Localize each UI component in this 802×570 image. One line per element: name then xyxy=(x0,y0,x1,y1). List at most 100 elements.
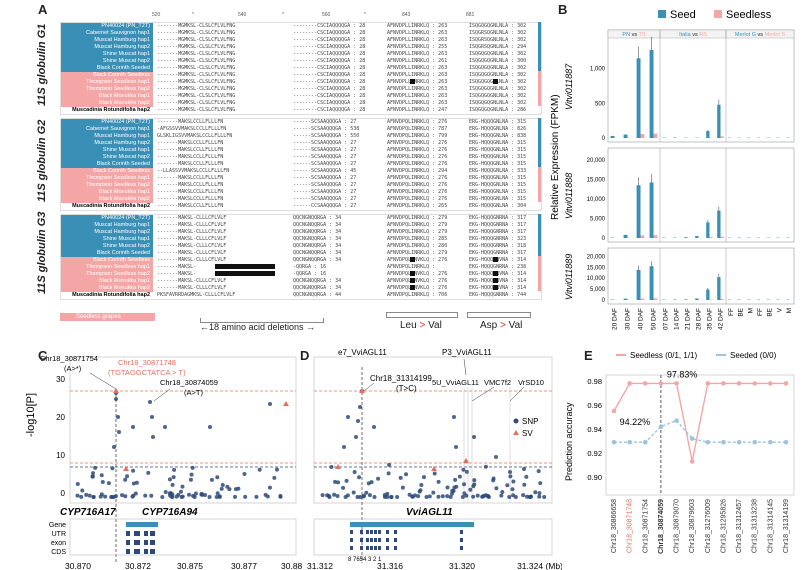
alignment-row: Black Corinth Seeded -------MGMKSL-CLSLCF… xyxy=(61,65,541,72)
y-tick: 0.92 xyxy=(587,449,602,458)
row-name: Black Monukka hap1 xyxy=(61,189,153,196)
snp-point xyxy=(400,485,405,490)
series-point xyxy=(642,439,648,445)
series-point xyxy=(689,459,695,464)
snp-point xyxy=(356,419,360,423)
track-frame xyxy=(69,518,297,556)
bar-seedless xyxy=(720,236,724,238)
snp-point xyxy=(361,494,366,499)
sequence-left: -------MGMKSL-CLSLCFLVLFNG xyxy=(157,72,236,78)
snp-point xyxy=(453,477,458,482)
exon-block xyxy=(386,546,389,550)
snp-point xyxy=(521,493,526,498)
snp-point xyxy=(329,464,334,469)
snp-point xyxy=(214,494,219,499)
snp-point xyxy=(346,415,350,419)
sequence-right2: ISQGRSQGNLNLA : 302 xyxy=(469,37,527,43)
sequence-left: -------MGMKSL-CLSLCFLVLFNG xyxy=(157,79,236,85)
legend-seed-label: Seed xyxy=(670,9,696,21)
facet-title-part: Italia xyxy=(679,32,692,38)
track-label: UTR xyxy=(52,531,66,538)
bar-seed xyxy=(623,234,628,238)
alignment-row: Muscat Hamburg hap1 GLSKLIGSVVMAKSLCCLLFL… xyxy=(61,133,541,140)
bar-seed xyxy=(684,237,688,238)
group-side-bar xyxy=(538,118,541,209)
track-frame xyxy=(313,518,553,556)
row-name: Muscat Hamburg hap2 xyxy=(61,229,153,236)
x-tick: Chr18_31312457 xyxy=(736,499,743,553)
sequence-left: -------MGMKSL-CLSLCFLVLFNG xyxy=(157,23,236,29)
gwas-plot-d: SNP SV e7_VviAGL11 P3_VviAGL11 Chr18_3131419… xyxy=(307,348,562,570)
alignment-row: PN40024 (PN_T2T) -------MAKSL-CLLLCFLVLF Q… xyxy=(61,215,541,222)
x-tick: 21 DAF xyxy=(685,308,692,330)
snp-point xyxy=(106,481,111,486)
x-tick: 30.880 xyxy=(281,561,302,570)
row-name: Black Monukka hap2 xyxy=(61,100,153,107)
exon-block xyxy=(378,538,381,542)
bar-seedless xyxy=(653,133,658,138)
snp-point xyxy=(464,469,469,474)
x-tick: 31.320 xyxy=(449,561,475,570)
snp-point xyxy=(99,492,104,497)
sv-point xyxy=(283,401,289,406)
sequence-mid: ------SCSAAQQQGA : 27 xyxy=(293,119,357,125)
snp-point xyxy=(193,491,198,496)
snp-point xyxy=(227,487,232,492)
snp-point xyxy=(209,477,214,482)
snp-point xyxy=(75,482,80,487)
bar-seed xyxy=(706,131,710,138)
snp-point xyxy=(199,491,204,496)
sequence-right1: AFNVDPQLINVKLQ : 276 xyxy=(387,285,448,291)
series-point xyxy=(752,381,758,386)
sequence-mid: QQCNGNQQRGA : 34 xyxy=(293,236,342,242)
exon-block xyxy=(126,549,130,554)
row-name: Muscadinia Rotundifolia hap2 xyxy=(61,203,153,210)
sequence-mid: ------SCSAAQQQGA : 538 xyxy=(293,126,360,132)
exon-block xyxy=(144,531,148,536)
group-title: 11S globulin G2 xyxy=(36,119,48,202)
annotation: Chr18_31314199 xyxy=(370,374,432,383)
facet-title-part: TS xyxy=(637,32,646,38)
exon-block xyxy=(126,531,130,536)
y-tick: 0 xyxy=(602,136,606,142)
snp-point xyxy=(203,493,208,498)
sequence-left: -------MAKSL-CLLLCFLVLF xyxy=(157,222,227,228)
snp-point xyxy=(419,483,424,488)
exon-block xyxy=(360,546,363,550)
snp-point xyxy=(278,493,283,498)
bar-seed xyxy=(636,58,641,139)
snp-point xyxy=(189,472,194,477)
snp-point xyxy=(366,481,371,486)
snp-point xyxy=(538,481,543,486)
snp-point xyxy=(421,475,426,480)
snp-point xyxy=(436,479,441,484)
snp-point xyxy=(483,464,488,469)
legend-seedless-swatch xyxy=(714,10,722,18)
mutation1-label: Leu > Val xyxy=(400,320,442,331)
bar-seedless xyxy=(640,235,645,238)
bar-seed xyxy=(649,49,654,138)
bar-seed xyxy=(636,185,641,238)
snp-point xyxy=(131,425,135,429)
snp-point xyxy=(464,493,469,498)
snp-point xyxy=(481,493,486,498)
bar-seedless xyxy=(640,134,645,138)
snp-point xyxy=(499,493,504,498)
snp-point xyxy=(536,469,541,474)
series-point xyxy=(736,439,742,445)
snp-point xyxy=(325,493,330,498)
facet-title-part: vs xyxy=(630,32,637,38)
mutation2-label: Asp > Val xyxy=(480,320,523,331)
series-point xyxy=(627,381,632,386)
seedless-legend-swatch xyxy=(60,313,155,321)
snp-point xyxy=(151,435,155,439)
alignment-group: PN40024 (PN_T2T) -------MGMKSL-CLSLCFLVLF… xyxy=(60,22,542,115)
sequence-left: -------MAKSL-CLLLCFLVLF xyxy=(157,229,227,235)
snp-point xyxy=(491,476,496,481)
snp-point xyxy=(131,481,136,486)
snp-point xyxy=(341,485,346,490)
mutation-block xyxy=(493,257,498,262)
snp-point xyxy=(117,430,121,434)
alignment-group: PN40024 (PN_T2T) -------MAKSL-CLLLCFLVLF Q… xyxy=(60,214,542,300)
legend-seeded-label: Seeded (0/0) xyxy=(730,351,777,360)
